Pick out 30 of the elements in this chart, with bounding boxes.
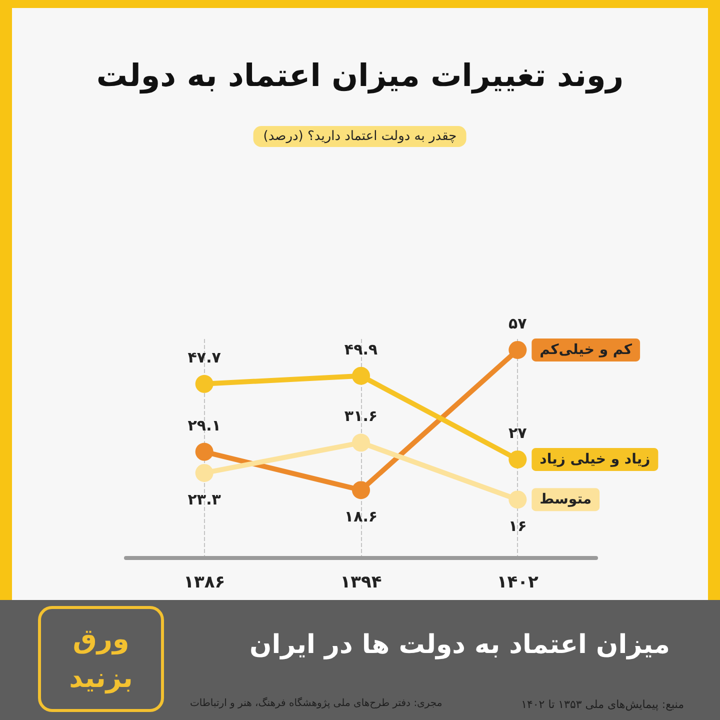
data-label: ۲۷ — [508, 424, 527, 442]
series-label: متوسط — [540, 492, 592, 508]
point — [195, 374, 214, 393]
text: منبع: پیمایش‌های ملی ۱۳۵۳ تا ۱۴۰۲ — [521, 698, 684, 711]
data-label: ۵۷ — [508, 314, 527, 332]
text: میزان اعتماد به دولت ها در ایران — [250, 630, 670, 660]
data-label: ۴۹.۹ — [344, 340, 378, 358]
text: مجری: دفتر طرح‌های ملی پژوهشگاه فرهنگ، هنر و ارتباطات — [190, 698, 442, 709]
swipe-button: ورق بزنید — [38, 606, 164, 712]
data-label: ۴۷.۷ — [188, 348, 221, 366]
point — [352, 366, 370, 385]
point — [195, 464, 214, 482]
data-label: ۱۸.۶ — [344, 508, 378, 526]
series-label: زیاد و خیلی زیاد — [540, 451, 650, 468]
x-tick-label: ۱۳۸۶ — [184, 572, 226, 592]
point — [352, 481, 370, 500]
data-label: ۲۳.۳ — [188, 490, 221, 508]
data-label: ۳۱.۶ — [344, 407, 378, 426]
x-tick-label: ۱۳۹۴ — [340, 572, 382, 592]
chart-title: روند تغییرات میزان اعتماد به دولت — [95, 58, 625, 94]
x-tick-label: ۱۴۰۲ — [496, 572, 540, 592]
chart-subtitle: چقدر به دولت اعتماد دارید؟ (درصد) — [253, 126, 467, 147]
data-label: ۱۶ — [508, 517, 527, 536]
point — [352, 434, 370, 452]
point — [508, 490, 527, 509]
series-label: کم و خیلی‌کم — [540, 342, 633, 358]
point — [508, 450, 527, 468]
point — [508, 340, 527, 359]
data-label: ۲۹.۱ — [188, 416, 221, 434]
point — [195, 442, 214, 461]
